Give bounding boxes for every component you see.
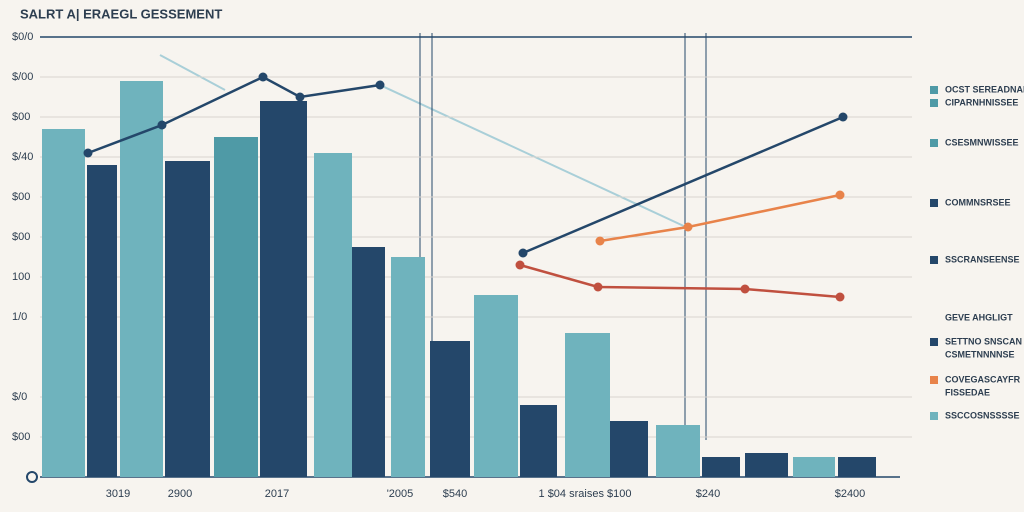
legend-swatch	[930, 199, 938, 207]
line-point	[515, 260, 525, 270]
bar	[656, 425, 700, 477]
legend-swatch	[930, 376, 938, 384]
x-tick-label: $2400	[835, 488, 866, 500]
bar	[702, 457, 740, 477]
legend-label: OCST SEREADNAN	[945, 84, 1024, 94]
bar	[120, 81, 163, 477]
line-point	[838, 112, 848, 122]
legend-swatch	[930, 256, 938, 264]
legend-swatch	[930, 99, 938, 107]
legend-label: FISSEDAE	[945, 387, 990, 397]
x-tick-label: $240	[696, 488, 720, 500]
bar	[260, 101, 307, 477]
line-point	[835, 292, 845, 302]
bar	[391, 257, 425, 477]
line-series	[519, 263, 841, 299]
line-point	[295, 92, 305, 102]
y-tick-label: $/0	[12, 391, 27, 403]
x-tick-label: 2900	[168, 488, 192, 500]
origin-marker	[26, 471, 38, 483]
line-point	[683, 222, 693, 232]
line-point	[518, 248, 528, 258]
line-point	[157, 120, 167, 130]
line-point	[83, 148, 93, 158]
bar	[838, 457, 876, 477]
line-series	[522, 115, 844, 255]
line-point	[740, 284, 750, 294]
y-tick-label: 1/0	[12, 311, 27, 323]
chart-title: SALRT A| ERAEGL GESSEMENT	[20, 6, 222, 21]
legend-swatch	[930, 412, 938, 420]
legend-label: CSESMNWISSEE	[945, 137, 1019, 147]
x-tick-label: 3019	[106, 488, 130, 500]
y-tick-label: $/00	[12, 71, 33, 83]
y-tick-label: $00	[12, 191, 30, 203]
legend-label: COMMNSRSEE	[945, 197, 1011, 207]
bar	[352, 247, 385, 477]
legend-label: GEVE AHGLIGT	[945, 312, 1013, 322]
legend-label: SSCCOSNSSSSE	[945, 410, 1020, 420]
y-tick-label: $/40	[12, 151, 33, 163]
bar	[520, 405, 557, 477]
bar	[165, 161, 210, 477]
line-point	[593, 282, 603, 292]
bar	[793, 457, 835, 477]
line-series	[599, 193, 841, 243]
decor-line	[159, 54, 226, 91]
bar	[610, 421, 648, 477]
legend-label: CSMETNNNNSE	[945, 349, 1015, 359]
legend-swatch	[930, 139, 938, 147]
y-tick-label: $0/0	[12, 31, 33, 43]
line-point	[258, 72, 268, 82]
bar	[87, 165, 117, 477]
y-tick-label: $00	[12, 231, 30, 243]
bar	[314, 153, 352, 477]
bar	[42, 129, 85, 477]
y-tick-label: 100	[12, 271, 30, 283]
legend-label: SETTNO SNSCAN	[945, 336, 1022, 346]
legend-swatch	[930, 338, 938, 346]
bar	[565, 333, 610, 477]
y-tick-label: $00	[12, 111, 30, 123]
x-tick-label: $540	[443, 488, 467, 500]
y-tick-label: $00	[12, 431, 30, 443]
x-tick-label: 1 $04 sraises $100	[539, 488, 632, 500]
legend-label: SSCRANSEENSE	[945, 254, 1020, 264]
bar	[430, 341, 470, 477]
line-point	[835, 190, 845, 200]
bar	[214, 137, 258, 477]
bar	[474, 295, 518, 477]
x-tick-label: '2005	[387, 488, 414, 500]
line-point	[375, 80, 385, 90]
legend-label: COVEGASCAYFR	[945, 374, 1021, 384]
legend-swatch	[930, 86, 938, 94]
bar	[745, 453, 788, 477]
x-tick-label: 2017	[265, 488, 289, 500]
line-point	[595, 236, 605, 246]
legend-label: CIPARNHNISSEE	[945, 97, 1018, 107]
